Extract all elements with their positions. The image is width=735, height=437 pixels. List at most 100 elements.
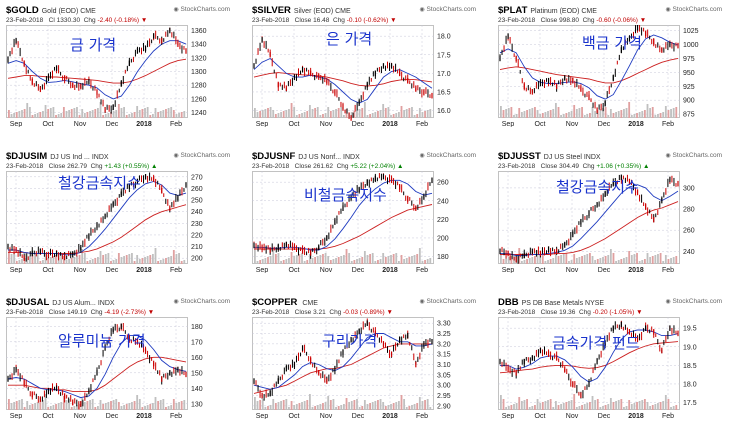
chart-panel-djusim: $DJUSIM DJ US Ind ... INDX ◉ StockCharts.c… bbox=[2, 150, 238, 291]
volume-bar bbox=[578, 406, 581, 410]
volume-bar bbox=[172, 110, 175, 118]
volume-bar bbox=[594, 111, 597, 118]
volume-bar bbox=[510, 256, 513, 264]
volume-bar bbox=[316, 256, 319, 264]
x-tick-label: 2018 bbox=[382, 413, 398, 419]
y-tick-label: 17.5 bbox=[683, 400, 697, 407]
x-tick-label: Oct bbox=[43, 413, 54, 419]
volume-bar bbox=[528, 258, 531, 264]
volume-bar bbox=[502, 110, 505, 118]
volume-bar bbox=[646, 253, 649, 264]
volume-bar bbox=[418, 108, 421, 118]
volume-bar bbox=[541, 253, 544, 264]
volume-bar bbox=[390, 115, 392, 118]
volume-bar bbox=[52, 405, 55, 410]
volume-bar bbox=[418, 248, 421, 264]
volume-bar bbox=[170, 107, 173, 118]
volume-bar bbox=[104, 114, 107, 118]
volume-bar bbox=[335, 258, 337, 264]
x-tick-label: Nov bbox=[320, 267, 333, 273]
y-tick-label: 17.5 bbox=[437, 52, 451, 59]
volume-bar bbox=[377, 111, 379, 118]
volume-bar bbox=[649, 406, 652, 410]
volume-bar bbox=[358, 258, 361, 264]
volume-bar bbox=[306, 400, 309, 410]
y-tick-label: 2.95 bbox=[437, 393, 451, 400]
volume-bar bbox=[115, 259, 118, 264]
volume-bar bbox=[272, 399, 275, 410]
chart-exchange: CME bbox=[335, 8, 351, 15]
volume-bar bbox=[646, 402, 649, 410]
chart-plot: 1240 1260 1280 1300 1320 1340 1360 Sep Oct Nov Dec… bbox=[6, 25, 207, 127]
volume-bar bbox=[554, 103, 557, 118]
volume-bar bbox=[539, 403, 542, 410]
volume-bar bbox=[335, 109, 337, 118]
plot-frame bbox=[6, 25, 188, 118]
volume-bar bbox=[172, 399, 175, 410]
volume-bar bbox=[123, 256, 125, 264]
volume-bar bbox=[390, 255, 392, 264]
y-tick-label: 1360 bbox=[191, 28, 207, 35]
chart-panel-dbb: DBB PS DB Base Metals NYSE ◉ StockCharts.c… bbox=[494, 296, 730, 437]
volume-bar bbox=[149, 255, 152, 264]
y-tick-label: 2.90 bbox=[437, 403, 451, 410]
volume-bar bbox=[261, 399, 264, 410]
chart-symbol: $DJUSNF bbox=[252, 151, 296, 162]
chart-date: 23-Feb-2018 bbox=[6, 17, 44, 24]
volume-bar bbox=[562, 114, 565, 118]
volume-bar bbox=[324, 253, 327, 264]
volume-bar bbox=[426, 110, 429, 118]
volume-bar bbox=[408, 406, 411, 410]
volume-bar bbox=[557, 256, 560, 264]
volume-bar bbox=[31, 115, 34, 118]
volume-bar bbox=[358, 407, 361, 410]
volume-bar bbox=[641, 260, 644, 264]
chg-label: Chg bbox=[329, 309, 342, 316]
volume-bar bbox=[565, 113, 568, 118]
volume-bar bbox=[256, 401, 259, 410]
volume-bar bbox=[274, 114, 277, 118]
volume-bar bbox=[18, 260, 21, 264]
volume-bar bbox=[424, 400, 426, 410]
watermark: ◉ StockCharts.com bbox=[419, 298, 476, 305]
chart-subheader: 23-Feb-2018 Close 304.49 Chg +1.06 (+0.3… bbox=[498, 163, 649, 170]
volume-bar bbox=[356, 259, 358, 264]
volume-bar bbox=[361, 257, 364, 264]
volume-bar bbox=[123, 405, 125, 410]
chart-symbol: $DJUSIM bbox=[6, 151, 48, 162]
volume-bar bbox=[162, 399, 165, 410]
volume-bar bbox=[589, 113, 591, 118]
volume-bar bbox=[314, 406, 317, 410]
y-tick-label: 3.20 bbox=[437, 341, 451, 348]
volume-bar bbox=[549, 110, 552, 118]
volume-bar bbox=[314, 257, 317, 264]
volume-bar bbox=[327, 396, 330, 410]
volume-bar bbox=[670, 407, 672, 410]
volume-bar bbox=[651, 405, 654, 410]
x-tick-label: Nov bbox=[320, 121, 333, 127]
volume-bar bbox=[405, 109, 408, 118]
chg-label: Chg bbox=[579, 309, 591, 316]
volume-bar bbox=[345, 109, 348, 118]
ma-fast-line bbox=[254, 179, 433, 251]
volume-bar bbox=[97, 257, 99, 264]
volume-bar bbox=[49, 257, 52, 264]
volume-bar bbox=[573, 105, 576, 118]
volume-bar bbox=[607, 255, 610, 264]
chg-arrow-icon: ▼ bbox=[140, 17, 148, 24]
stockcharts-logo-icon: ◉ bbox=[419, 299, 425, 305]
volume-bar bbox=[52, 256, 55, 264]
y-tick-label: 1025 bbox=[683, 28, 699, 35]
volume-bar bbox=[303, 112, 306, 118]
chart-header: $SILVER Silver (EOD) CME bbox=[252, 5, 351, 16]
chart-header: $DJUSIM DJ US Ind ... INDX bbox=[6, 151, 109, 162]
volume-bar bbox=[667, 399, 670, 410]
volume-bar bbox=[97, 406, 99, 410]
chart-plot: 875 900 925 950 975 1000 1025 Sep Oct Nov Dec 2018 F… bbox=[498, 25, 699, 127]
stockcharts-logo-icon: ◉ bbox=[665, 153, 671, 159]
volume-bar bbox=[335, 407, 337, 410]
volume-bar bbox=[636, 113, 638, 118]
volume-bar bbox=[44, 105, 47, 118]
volume-bar bbox=[536, 399, 539, 410]
volume-bar bbox=[565, 402, 568, 410]
